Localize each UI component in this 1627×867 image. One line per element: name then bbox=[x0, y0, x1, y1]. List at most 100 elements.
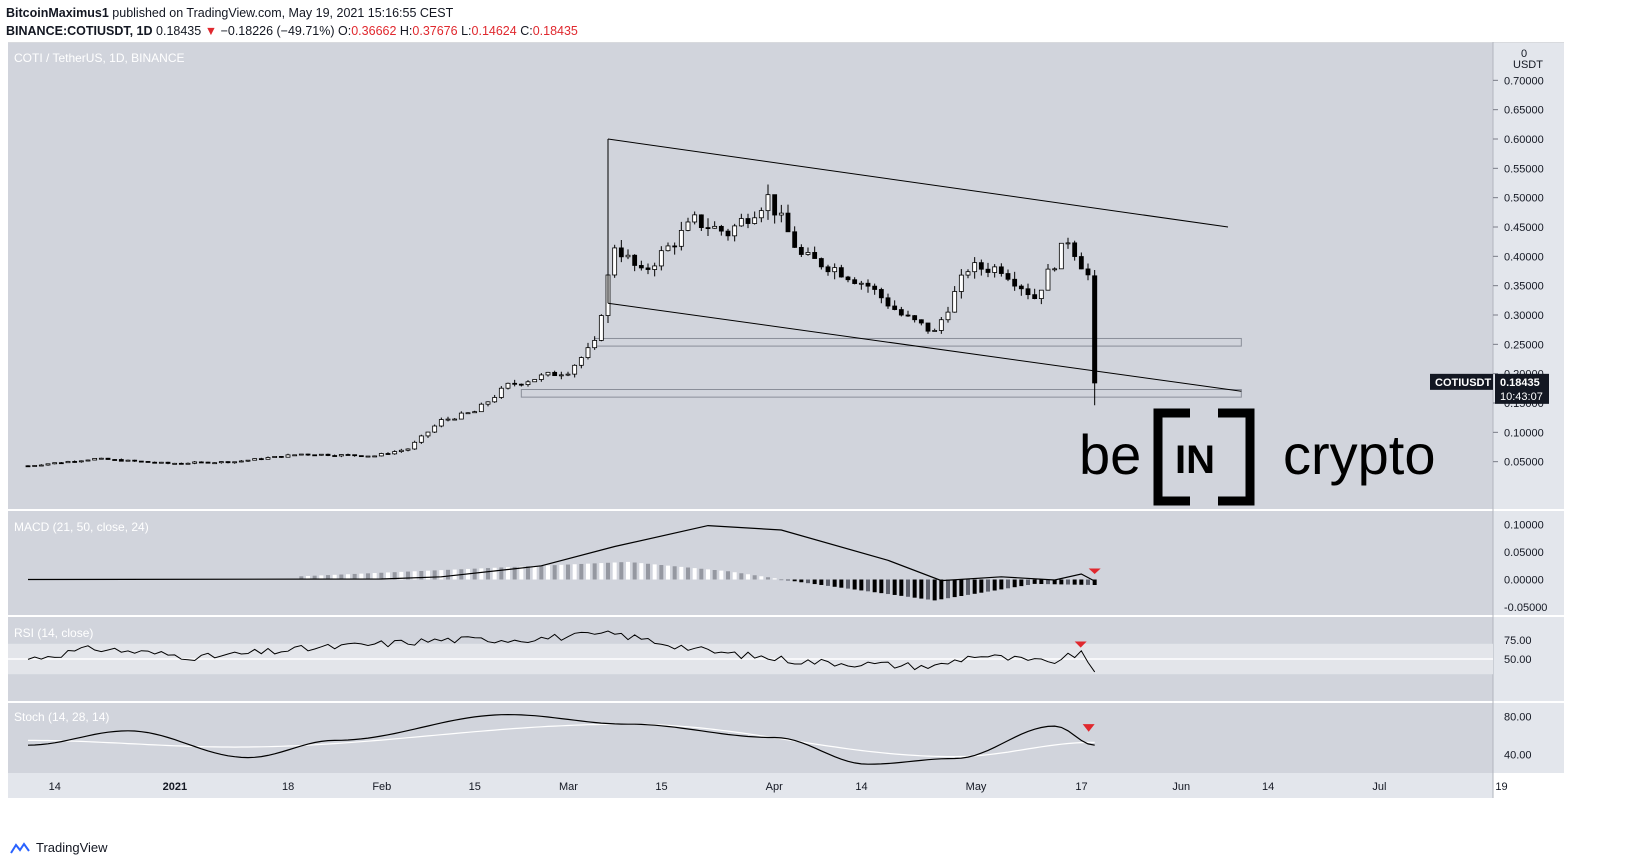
macd-histogram-bar bbox=[406, 571, 410, 580]
candle-body bbox=[1072, 242, 1078, 257]
candle-body bbox=[712, 225, 718, 229]
channel-upper-line bbox=[607, 138, 1229, 228]
candle-body bbox=[952, 291, 958, 313]
candle-body bbox=[852, 279, 858, 284]
price-tick-label: 0.35000 bbox=[1504, 281, 1544, 293]
candle-body bbox=[998, 266, 1004, 274]
date-tick-label: 17 bbox=[1075, 781, 1087, 793]
price-tick-label: 0.40000 bbox=[1504, 251, 1544, 263]
macd-histogram-bar bbox=[299, 576, 304, 580]
date-tick-label: 14 bbox=[855, 781, 867, 793]
candle-body bbox=[145, 461, 151, 463]
rsi-signal-arrow-icon bbox=[1074, 641, 1087, 648]
macd-histogram-bar bbox=[639, 563, 644, 580]
macd-histogram-bar bbox=[899, 579, 904, 596]
macd-tick-label: 0.00000 bbox=[1504, 575, 1544, 587]
price-tick-label: 0.30000 bbox=[1504, 310, 1544, 322]
macd-histogram-bar bbox=[919, 579, 924, 599]
candle-body bbox=[258, 458, 264, 461]
candle-body bbox=[558, 374, 564, 377]
macd-histogram-bar bbox=[712, 570, 717, 580]
candle-body bbox=[765, 194, 771, 212]
macd-histogram-bar bbox=[432, 570, 437, 580]
macd-histogram-bar bbox=[732, 572, 737, 580]
candle-body bbox=[392, 451, 398, 455]
candle-body bbox=[678, 230, 684, 247]
macd-histogram-bar bbox=[972, 579, 977, 594]
candle-body bbox=[98, 457, 104, 460]
candle-body bbox=[412, 441, 418, 450]
macd-histogram-bar bbox=[959, 579, 964, 596]
candle-body bbox=[785, 212, 791, 233]
watermark-in: IN bbox=[1175, 438, 1215, 482]
candle-body bbox=[338, 454, 344, 457]
candle-body bbox=[885, 297, 891, 307]
macd-histogram-bar bbox=[572, 564, 577, 580]
candle-body bbox=[945, 311, 951, 321]
candle-body bbox=[612, 247, 618, 276]
macd-histogram-bar bbox=[606, 562, 610, 580]
candle-body bbox=[705, 227, 711, 229]
candle-body bbox=[892, 305, 898, 310]
candle-body bbox=[165, 461, 171, 464]
macd-histogram-bar bbox=[686, 567, 690, 580]
macd-histogram-bar bbox=[566, 564, 570, 580]
candle-body bbox=[992, 266, 998, 273]
candle-body bbox=[912, 315, 918, 321]
candle-body bbox=[872, 285, 878, 290]
macd-histogram-bar bbox=[692, 568, 697, 580]
candle-body bbox=[358, 455, 364, 458]
rsi-tick-label: 50.00 bbox=[1504, 654, 1532, 666]
chart-header: BitcoinMaximus1 published on TradingView… bbox=[6, 4, 578, 40]
macd-histogram-bar bbox=[999, 579, 1004, 590]
candle-body bbox=[1038, 289, 1044, 300]
candle-body bbox=[372, 455, 378, 458]
macd-histogram-bar bbox=[559, 564, 564, 580]
candle-body bbox=[285, 454, 291, 458]
macd-histogram-bar bbox=[1052, 579, 1057, 585]
candle-body bbox=[1018, 285, 1024, 290]
macd-histogram-bar bbox=[752, 575, 757, 580]
macd-histogram-bar bbox=[766, 577, 770, 580]
macd-histogram-bar bbox=[479, 568, 484, 580]
stoch-signal-arrow-icon bbox=[1082, 724, 1095, 732]
macd-histogram-bar bbox=[786, 579, 790, 581]
candle-body bbox=[205, 461, 211, 464]
author-name[interactable]: BitcoinMaximus1 bbox=[6, 6, 109, 20]
macd-histogram-bar bbox=[952, 579, 957, 598]
candle-body bbox=[512, 382, 518, 385]
macd-histogram-bar bbox=[419, 570, 424, 580]
candle-body bbox=[318, 453, 324, 456]
macd-histogram-bar bbox=[872, 579, 877, 593]
macd-histogram-bar bbox=[1092, 579, 1097, 585]
high-label: H: bbox=[399, 24, 413, 38]
macd-histogram-bar bbox=[966, 579, 970, 595]
close-label: C: bbox=[520, 24, 533, 38]
candle-body bbox=[85, 459, 91, 462]
price-pane-title: COTI / TetherUS, 1D, BINANCE bbox=[14, 51, 185, 65]
macd-histogram-bar bbox=[792, 579, 797, 582]
date-tick-label: 18 bbox=[282, 781, 294, 793]
macd-histogram-bar bbox=[806, 579, 810, 584]
low-label: L: bbox=[461, 24, 472, 38]
footer-brand[interactable]: TradingView bbox=[36, 840, 108, 855]
date-axis-background bbox=[8, 773, 1493, 798]
candle-body bbox=[252, 458, 258, 461]
candle-body bbox=[725, 230, 731, 237]
macd-histogram-bar bbox=[652, 564, 657, 580]
rsi-pane-title: RSI (14, close) bbox=[14, 626, 93, 640]
candle-body bbox=[272, 456, 278, 458]
candle-body bbox=[445, 418, 451, 421]
macd-histogram-bar bbox=[312, 575, 317, 580]
date-tick-label: 15 bbox=[655, 781, 667, 793]
candle-body bbox=[565, 373, 571, 376]
channel-lower-line bbox=[607, 302, 1242, 392]
macd-histogram-bar bbox=[492, 567, 497, 580]
macd-histogram-bar bbox=[619, 562, 624, 580]
candle-body bbox=[838, 267, 844, 278]
candle-body bbox=[132, 459, 138, 462]
macd-signal-arrow-icon bbox=[1088, 568, 1101, 574]
candle-body bbox=[378, 453, 384, 457]
candle-body bbox=[1052, 268, 1058, 271]
